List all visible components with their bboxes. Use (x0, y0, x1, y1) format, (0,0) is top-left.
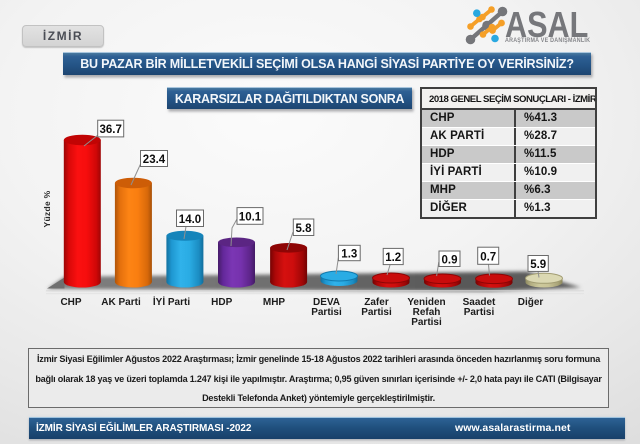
svg-text:Yeniden: Yeniden (407, 297, 445, 308)
svg-text:5.9: 5.9 (530, 259, 546, 271)
svg-text:İYİ Parti: İYİ Parti (153, 295, 190, 308)
svg-text:HDP: HDP (211, 297, 232, 308)
svg-text:Diğer: Diğer (518, 297, 544, 308)
svg-text:Partisi: Partisi (361, 307, 392, 318)
svg-text:Zafer: Zafer (364, 297, 389, 308)
svg-text:Partisi: Partisi (464, 307, 495, 318)
svg-text:Partisi: Partisi (311, 307, 342, 318)
svg-text:10.1: 10.1 (239, 212, 262, 224)
svg-text:Saadet: Saadet (463, 297, 496, 308)
svg-text:1.3: 1.3 (341, 249, 357, 261)
svg-text:MHP: MHP (263, 297, 286, 308)
svg-text:DEVA: DEVA (313, 297, 340, 308)
svg-text:Refah: Refah (413, 307, 441, 318)
svg-text:1.2: 1.2 (385, 252, 401, 264)
svg-text:Yüzde %: Yüzde % (42, 190, 52, 227)
svg-text:AK Parti: AK Parti (101, 297, 141, 308)
svg-text:14.0: 14.0 (179, 214, 201, 226)
svg-text:23.4: 23.4 (143, 154, 166, 166)
svg-text:0.7: 0.7 (480, 251, 496, 263)
svg-text:CHP: CHP (60, 297, 81, 308)
svg-text:0.9: 0.9 (442, 254, 458, 266)
svg-text:5.8: 5.8 (296, 223, 313, 235)
svg-text:Partisi: Partisi (411, 317, 442, 328)
svg-text:36.7: 36.7 (100, 124, 122, 136)
